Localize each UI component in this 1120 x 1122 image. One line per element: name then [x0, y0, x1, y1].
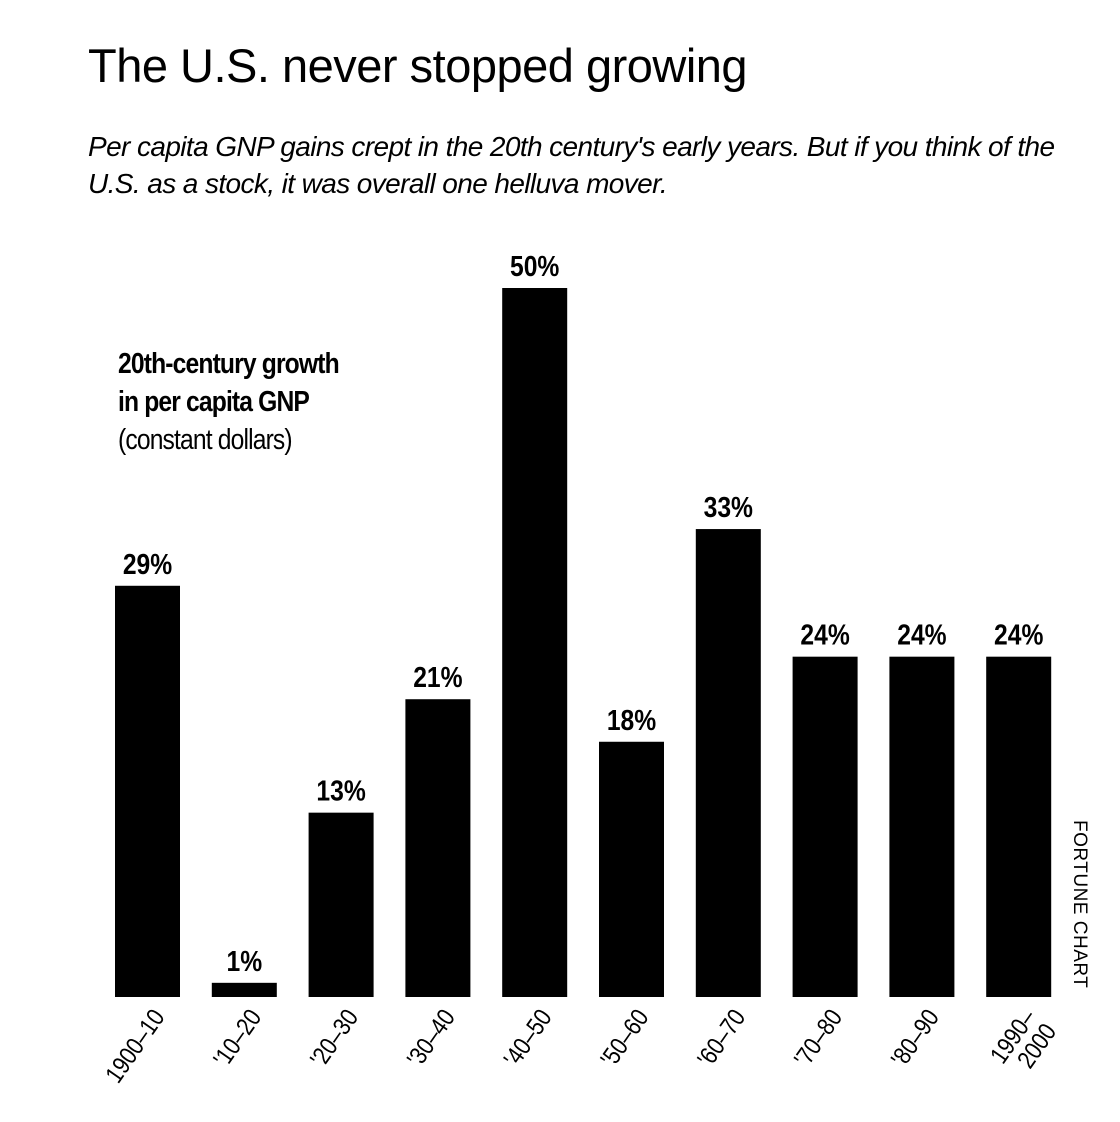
bar-5 [599, 741, 664, 997]
chart-annotation: 20th-century growth in per capita GNP (c… [118, 345, 340, 459]
data-label-9: 24% [994, 619, 1043, 651]
annotation-line-1: 20th-century growth [118, 348, 340, 380]
bar-9 [986, 656, 1052, 997]
chart-subtitle: Per capita GNP gains crept in the 20th c… [88, 131, 1055, 199]
bar-4 [502, 288, 568, 997]
annotation-line-3: (constant dollars) [118, 424, 293, 456]
bar-0 [115, 585, 180, 997]
data-label-3: 21% [413, 661, 462, 693]
x-tick-label-4: '40–50 [498, 1004, 557, 1072]
data-label-2: 13% [316, 775, 365, 807]
data-label-8: 24% [897, 619, 946, 651]
x-tick-label-9: 1990–2000 [984, 1004, 1061, 1083]
x-tick-label-2: '20–30 [304, 1004, 363, 1072]
x-tick-label-3: '30–40 [401, 1004, 460, 1072]
data-label-4: 50% [510, 250, 559, 282]
bar-8 [889, 656, 955, 997]
chart-title: The U.S. never stopped growing [88, 39, 748, 92]
bar-3 [405, 699, 471, 997]
data-label-6: 33% [704, 491, 753, 523]
x-tick-label-8: '80–90 [885, 1004, 944, 1072]
chart-credit: FORTUNE CHART [1069, 820, 1090, 989]
bar-7 [792, 656, 858, 997]
x-tick-label-6: '60–70 [692, 1004, 751, 1072]
data-label-1: 1% [226, 945, 262, 977]
bar-6 [695, 529, 761, 997]
bar-1 [211, 982, 277, 997]
data-label-5: 18% [607, 704, 656, 736]
annotation-line-2: in per capita GNP [118, 386, 310, 418]
x-tick-label-5: '50–60 [595, 1004, 654, 1072]
x-tick-label-0: 1900–10 [100, 1004, 170, 1088]
bar-2 [308, 812, 374, 997]
data-label-7: 24% [800, 619, 849, 651]
data-label-0: 29% [123, 548, 172, 580]
x-tick-label-7: '70–80 [788, 1004, 847, 1072]
x-tick-label-1: '10–20 [208, 1004, 267, 1072]
